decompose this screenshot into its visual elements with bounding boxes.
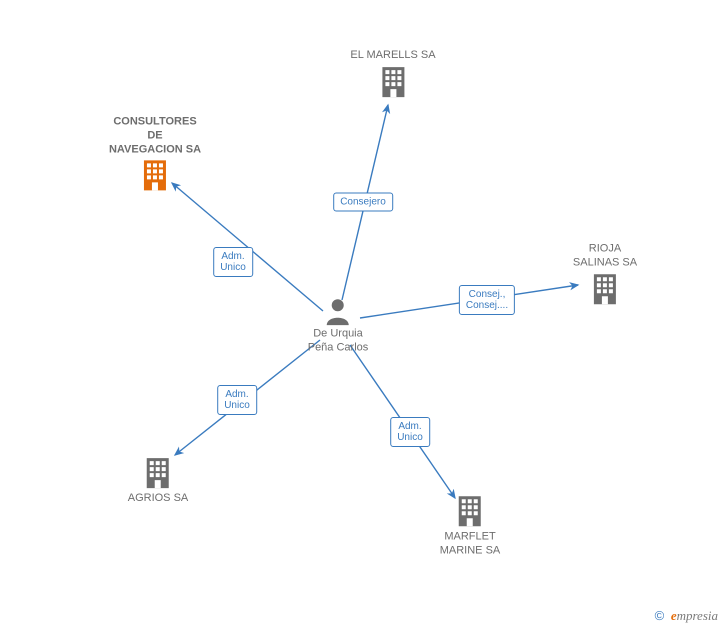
node-label: De Urquia Peña Carlos xyxy=(308,327,369,355)
edge-label[interactable]: Adm. Unico xyxy=(217,385,257,415)
node-label: EL MARELLS SA xyxy=(350,49,435,63)
node-label: RIOJA SALINAS SA xyxy=(573,242,637,270)
watermark: © empresia xyxy=(655,608,718,624)
brand-name: empresia xyxy=(671,608,718,623)
building-icon xyxy=(440,494,501,528)
edge-label[interactable]: Adm. Unico xyxy=(213,247,253,277)
node-label: CONSULTORES DE NAVEGACION SA xyxy=(109,115,201,156)
building-icon xyxy=(109,159,201,193)
node-el-marells[interactable]: EL MARELLS SA xyxy=(350,49,435,101)
node-marflet-marine[interactable]: MARFLET MARINE SA xyxy=(440,492,501,558)
edge-label[interactable]: Adm. Unico xyxy=(390,417,430,447)
building-icon xyxy=(350,65,435,99)
edge-label[interactable]: Consej., Consej.... xyxy=(459,285,515,315)
person-icon xyxy=(308,297,369,325)
node-rioja-salinas[interactable]: RIOJA SALINAS SA xyxy=(573,242,637,308)
building-icon xyxy=(128,456,189,490)
diagram-canvas: De Urquia Peña Carlos CONSULTORES DE NAVE… xyxy=(0,0,728,630)
copyright-symbol: © xyxy=(655,608,665,623)
edge-label[interactable]: Consejero xyxy=(333,193,393,212)
building-icon xyxy=(573,272,637,306)
node-label: AGRIOS SA xyxy=(128,492,189,506)
node-agrios[interactable]: AGRIOS SA xyxy=(128,454,189,506)
node-label: MARFLET MARINE SA xyxy=(440,530,501,558)
node-consultores-navegacion[interactable]: CONSULTORES DE NAVEGACION SA xyxy=(109,115,201,194)
node-person-de-urquia[interactable]: De Urquia Peña Carlos xyxy=(308,295,369,355)
